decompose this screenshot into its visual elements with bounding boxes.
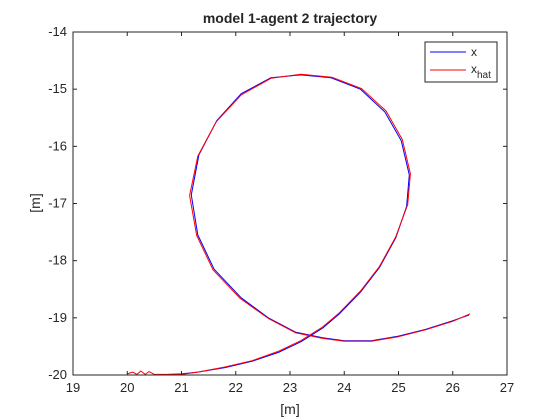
series-layer: [127, 73, 471, 376]
y-tick-label: -20: [48, 367, 67, 382]
y-axis-label: [m]: [27, 193, 43, 212]
y-tick-label: -15: [48, 81, 67, 96]
legend-label-xhat-sub: hat: [477, 70, 491, 81]
x-tick-label: 25: [391, 380, 405, 395]
y-tick-label: -17: [48, 196, 67, 211]
y-tick-label: -14: [48, 24, 67, 39]
chart-title: model 1-agent 2 trajectory: [203, 10, 377, 26]
x-tick-label: 26: [446, 380, 460, 395]
plot-area: [73, 32, 507, 375]
x-tick-label: 22: [229, 380, 243, 395]
y-axis-ticks: -14 -15 -16 -17 -18 -19 -20: [48, 24, 507, 382]
legend-label-xhat-base: x: [471, 62, 477, 76]
series-line-x: [127, 74, 470, 376]
y-tick-label: -18: [48, 253, 67, 268]
x-tick-label: 27: [500, 380, 514, 395]
x-axis-ticks: 19 20 21 22 23 24 25 26 27: [66, 32, 514, 395]
x-axis-label: [m]: [280, 401, 299, 417]
y-tick-label: -16: [48, 138, 67, 153]
legend: x xhat: [424, 41, 498, 83]
x-tick-label: 24: [337, 380, 351, 395]
x-tick-label: 19: [66, 380, 80, 395]
legend-label-xhat: xhat: [471, 62, 491, 81]
x-tick-label: 20: [120, 380, 134, 395]
series-line-xhat: [127, 73, 471, 375]
y-tick-label: -19: [48, 310, 67, 325]
legend-label-x: x: [471, 45, 477, 59]
x-tick-label: 21: [174, 380, 188, 395]
legend-box: [424, 41, 498, 83]
x-tick-label: 23: [283, 380, 297, 395]
